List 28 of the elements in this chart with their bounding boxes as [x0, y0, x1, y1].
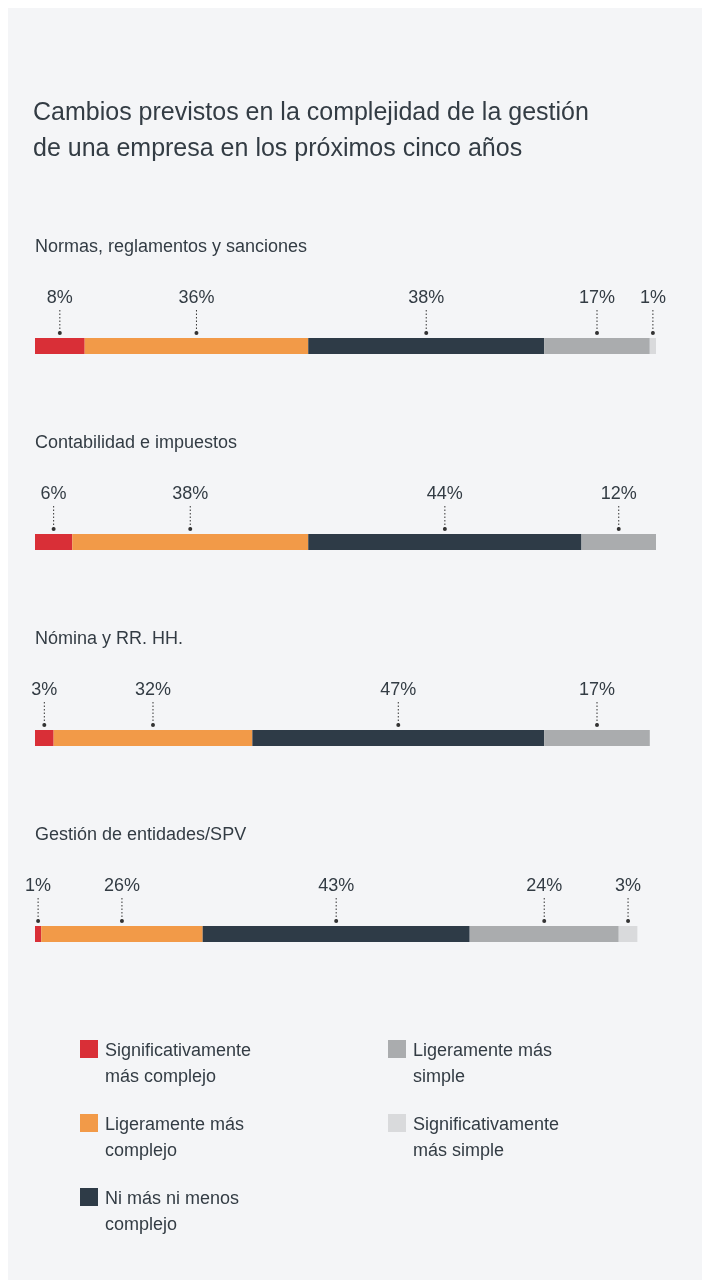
data-label: 47% — [380, 679, 417, 699]
data-label: 36% — [178, 287, 215, 307]
chart-title: Cambios previstos en la complejidad de la gestión de una empresa en los próximos cinco años — [33, 97, 589, 161]
data-label: 12% — [600, 483, 637, 503]
data-label: 44% — [426, 483, 463, 503]
data-label: 1% — [639, 287, 666, 307]
y-tick-label: Normas, reglamentos y sanciones — [35, 236, 308, 256]
legend-label: Ligeramente más complejo — [105, 1114, 245, 1160]
legend-label: Significativamente más complejo — [105, 1040, 252, 1086]
data-label: 17% — [578, 679, 616, 699]
legend-label: Significativamente más simple — [413, 1114, 560, 1160]
data-label: 1% — [25, 875, 52, 895]
data-label: 38% — [172, 483, 209, 503]
y-tick-label: Nómina y RR. HH. — [35, 628, 184, 648]
data-label: 3% — [31, 679, 58, 699]
data-label: 8% — [46, 287, 73, 307]
data-label: 24% — [526, 875, 563, 895]
legend-label: Ligeramente más simple — [413, 1040, 553, 1086]
y-tick-label: Contabilidad e impuestos — [35, 432, 238, 452]
y-tick-label: Gestión de entidades/SPV — [35, 824, 247, 844]
data-label: 3% — [615, 875, 642, 895]
data-label: 6% — [40, 483, 67, 503]
data-label: 32% — [134, 679, 172, 699]
data-label: 38% — [408, 287, 445, 307]
data-label: 17% — [578, 287, 616, 307]
legend-label: Ni más ni menos complejo — [105, 1188, 240, 1234]
data-label: 43% — [318, 875, 355, 895]
data-label: 26% — [103, 875, 140, 895]
